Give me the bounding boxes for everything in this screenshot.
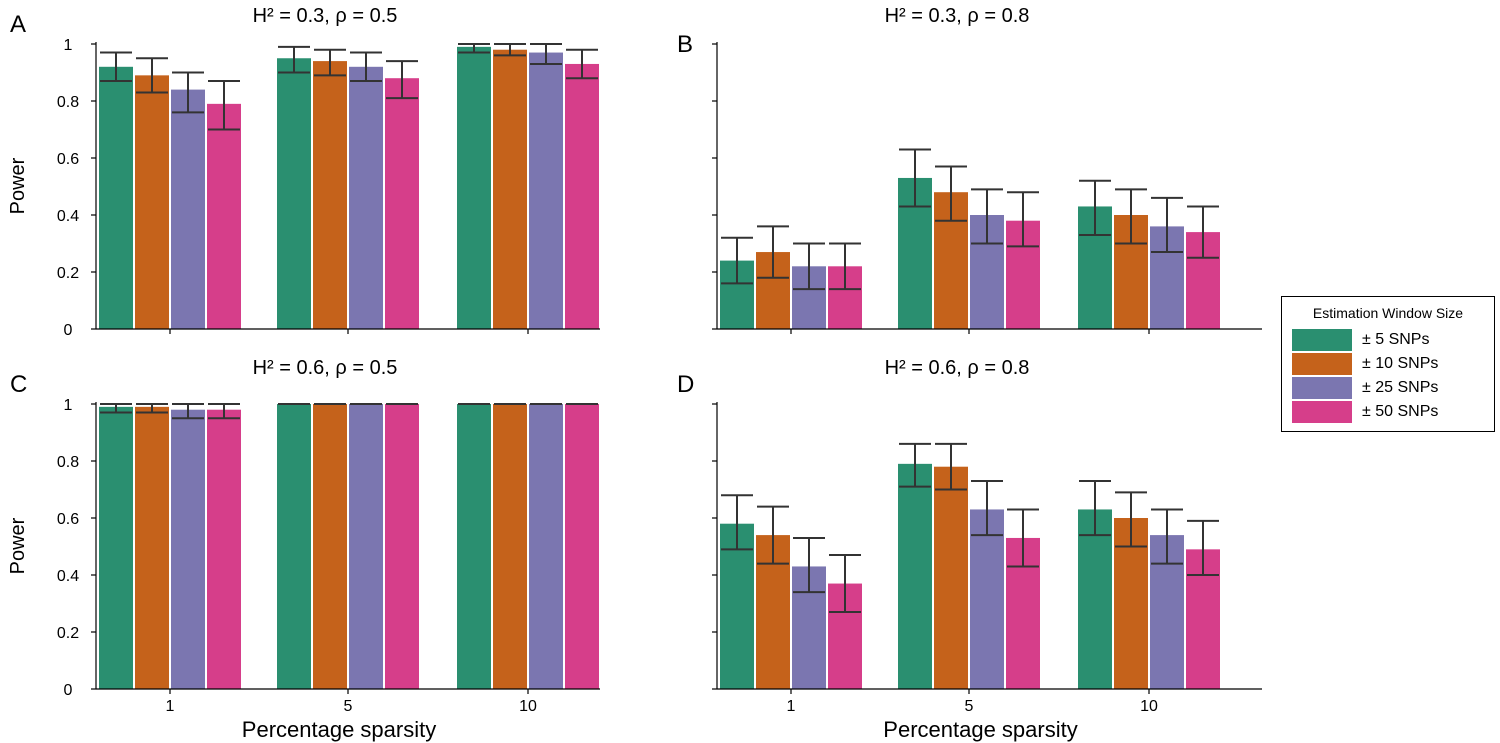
y-tick-label: 0.8: [57, 94, 79, 111]
bar: [457, 46, 491, 329]
bar: [313, 404, 347, 689]
legend: Estimation Window Size ± 5 SNPs ± 10 SNP…: [1281, 296, 1495, 432]
legend-swatch: [1292, 401, 1352, 423]
y-tick-label: 0.6: [57, 151, 79, 168]
panel-title: H² = 0.6, ρ = 0.5: [253, 357, 398, 379]
bar: [171, 89, 205, 329]
y-tick-label: 1: [64, 37, 73, 54]
x-axis-label: Percentage sparsity: [242, 717, 436, 742]
bar: [99, 406, 133, 689]
legend-label: ± 5 SNPs: [1362, 331, 1430, 348]
panel-title: H² = 0.6, ρ = 0.8: [885, 357, 1030, 379]
bar: [529, 404, 563, 689]
bar: [207, 103, 241, 329]
legend-swatch: [1292, 377, 1352, 399]
x-tick-label: 1: [787, 698, 796, 715]
bar: [493, 49, 527, 329]
bar: [385, 404, 419, 689]
y-tick-label: 0: [64, 682, 73, 699]
legend-label: ± 25 SNPs: [1362, 379, 1439, 396]
bar: [349, 66, 383, 330]
bar: [1078, 509, 1112, 689]
x-tick-label: 10: [1140, 698, 1158, 715]
x-axis-label: Percentage sparsity: [883, 717, 1077, 742]
bar: [171, 409, 205, 689]
bar: [934, 466, 968, 689]
y-axis-label: Power: [7, 157, 29, 214]
bar: [99, 66, 133, 330]
bar: [313, 61, 347, 329]
bar: [720, 523, 754, 689]
x-tick-label: 10: [519, 698, 537, 715]
legend-swatch: [1292, 329, 1352, 351]
bar: [898, 463, 932, 689]
legend-swatch: [1292, 353, 1352, 375]
bar: [349, 404, 383, 689]
panel-letter: A: [10, 11, 26, 38]
y-tick-label: 0: [64, 322, 73, 339]
x-tick-label: 1: [166, 698, 175, 715]
y-tick-label: 0.4: [57, 208, 79, 225]
panel-letter: D: [677, 371, 694, 398]
bar: [135, 406, 169, 689]
bar: [135, 75, 169, 329]
y-tick-label: 0.2: [57, 625, 79, 642]
bar: [207, 409, 241, 689]
panel-letter: C: [10, 371, 27, 398]
bar: [385, 78, 419, 329]
panel-letter: B: [677, 31, 693, 58]
legend-label: ± 10 SNPs: [1362, 355, 1439, 372]
y-tick-label: 0.2: [57, 265, 79, 282]
bar: [565, 63, 599, 329]
bar: [529, 52, 563, 330]
bar: [565, 404, 599, 689]
bar: [970, 509, 1004, 689]
panel-title: H² = 0.3, ρ = 0.8: [885, 5, 1030, 27]
y-tick-label: 0.6: [57, 511, 79, 528]
y-axis-label: Power: [7, 517, 29, 574]
y-tick-label: 0.8: [57, 454, 79, 471]
bar: [493, 404, 527, 689]
panel-title: H² = 0.3, ρ = 0.5: [253, 5, 398, 27]
legend-label: ± 50 SNPs: [1362, 403, 1439, 420]
y-tick-label: 0.4: [57, 568, 79, 585]
bar: [457, 404, 491, 689]
legend-title: Estimation Window Size: [1312, 305, 1464, 321]
bar: [277, 58, 311, 329]
x-tick-label: 5: [344, 698, 353, 715]
y-tick-label: 1: [64, 397, 73, 414]
x-tick-label: 5: [965, 698, 974, 715]
bar: [277, 404, 311, 689]
